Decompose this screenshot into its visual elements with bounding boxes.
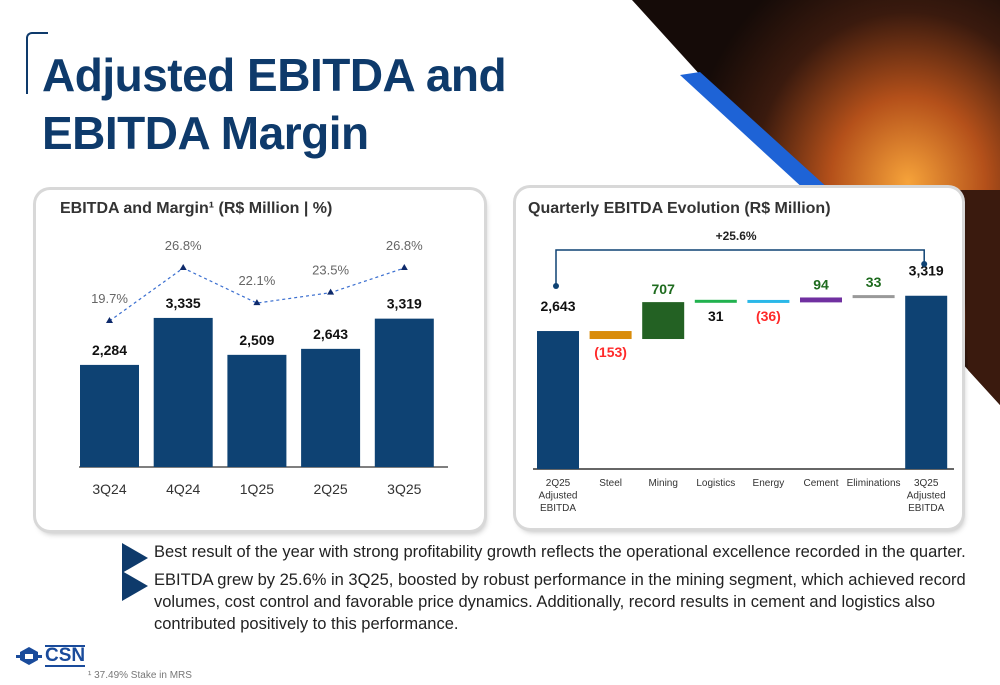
chart-title: Quarterly EBITDA Evolution (R$ Million) (528, 200, 831, 217)
x-tick-label: 3Q24 (92, 481, 126, 497)
page-title: Adjusted EBITDA and EBITDA Margin (42, 46, 507, 162)
bar (153, 317, 213, 467)
bar-value-label: 2,643 (313, 326, 348, 342)
x-tick-label: Logistics (696, 478, 735, 489)
margin-marker (400, 264, 408, 271)
waterfall-bar (905, 295, 948, 469)
csn-logo: CSN (16, 645, 86, 667)
bar (374, 318, 434, 467)
ebitda-evolution-card: Quarterly EBITDA Evolution (R$ Million) … (516, 188, 962, 528)
x-tick-label: 2Q25 (546, 478, 571, 489)
x-tick-label: 3Q25 (387, 481, 421, 497)
margin-line (109, 267, 405, 322)
bar (301, 348, 361, 467)
bar-value-label: (36) (756, 308, 781, 324)
margin-marker (179, 264, 187, 271)
bar-value-label: 3,319 (387, 296, 422, 312)
bar-value-label: 33 (866, 274, 882, 290)
x-tick-label: Mining (648, 478, 677, 489)
bullet-text: EBITDA grew by 25.6% in 3Q25, boosted by… (154, 571, 966, 633)
title-bracket (26, 32, 48, 94)
bar-value-label: (153) (594, 344, 627, 360)
title-line-2: EBITDA Margin (42, 107, 369, 159)
margin-label: 19.7% (91, 291, 128, 306)
x-tick-label: Adjusted (539, 491, 578, 502)
margin-marker (327, 288, 335, 295)
ebitda-waterfall-chart: 2,6432Q25AdjustedEBITDA(153)Steel707Mini… (533, 229, 954, 514)
ebitda-margin-chart: 2,284 3Q24 19.7% 3,335 4Q24 26.8% 2,509 1Q25 22.… (79, 238, 448, 497)
bullet-item: EBITDA grew by 25.6% in 3Q25, boosted by… (122, 569, 972, 635)
arrow-bullet-icon (122, 543, 148, 573)
margin-marker (253, 299, 261, 306)
csn-logo-icon (16, 647, 42, 665)
bar-value-label: 3,335 (166, 295, 201, 311)
bar-value-label: 31 (708, 308, 724, 324)
x-tick-label: 2Q25 (313, 481, 347, 497)
margin-label: 26.8% (165, 238, 202, 253)
bar-value-label: 707 (652, 281, 676, 297)
footnote: ¹ 37.49% Stake in MRS (88, 670, 192, 681)
bullet-text: Best result of the year with strong prof… (154, 543, 966, 561)
bar-value-label: 2,284 (92, 342, 127, 358)
bracket-dot (921, 261, 928, 267)
waterfall-bar (800, 297, 842, 303)
growth-annotation: +25.6% (716, 229, 757, 243)
bullet-item: Best result of the year with strong prof… (122, 541, 972, 573)
x-tick-label: Energy (753, 478, 785, 489)
waterfall-bar (694, 299, 737, 303)
x-tick-label: Steel (599, 478, 622, 489)
x-tick-label: 4Q24 (166, 481, 200, 497)
bar-value-label: 94 (813, 276, 829, 292)
margin-marker (106, 317, 113, 323)
margin-label: 22.1% (238, 273, 275, 288)
bar-value-label: 3,319 (909, 263, 944, 279)
x-tick-label: EBITDA (540, 503, 576, 514)
x-tick-label: EBITDA (908, 503, 944, 514)
x-tick-label: Adjusted (907, 491, 946, 502)
title-line-1: Adjusted EBITDA and (42, 49, 507, 101)
bar-value-label: 2,509 (239, 332, 274, 348)
x-tick-label: 3Q25 (914, 478, 939, 489)
bracket-dot (553, 283, 559, 289)
waterfall-bar (589, 331, 632, 340)
logo-text: CSN (45, 645, 86, 667)
margin-label: 23.5% (312, 263, 349, 278)
bullet-list: Best result of the year with strong prof… (122, 541, 972, 641)
x-tick-label: Eliminations (847, 478, 901, 489)
chart-title: EBITDA and Margin¹ (R$ Million | %) (60, 200, 333, 217)
x-tick-label: Cement (803, 478, 838, 489)
x-tick-label: 1Q25 (240, 481, 274, 497)
arrow-bullet-icon (122, 571, 148, 601)
bar (227, 354, 287, 467)
bar-value-label: 2,643 (540, 298, 575, 314)
ebitda-margin-card: EBITDA and Margin¹ (R$ Million | %) 2,28… (36, 190, 484, 530)
waterfall-bar (642, 302, 685, 340)
waterfall-bar (852, 295, 895, 299)
margin-label: 26.8% (386, 238, 423, 253)
bar (80, 364, 139, 467)
growth-bracket (555, 249, 925, 286)
waterfall-bar (537, 331, 579, 469)
waterfall-bar (747, 299, 790, 303)
